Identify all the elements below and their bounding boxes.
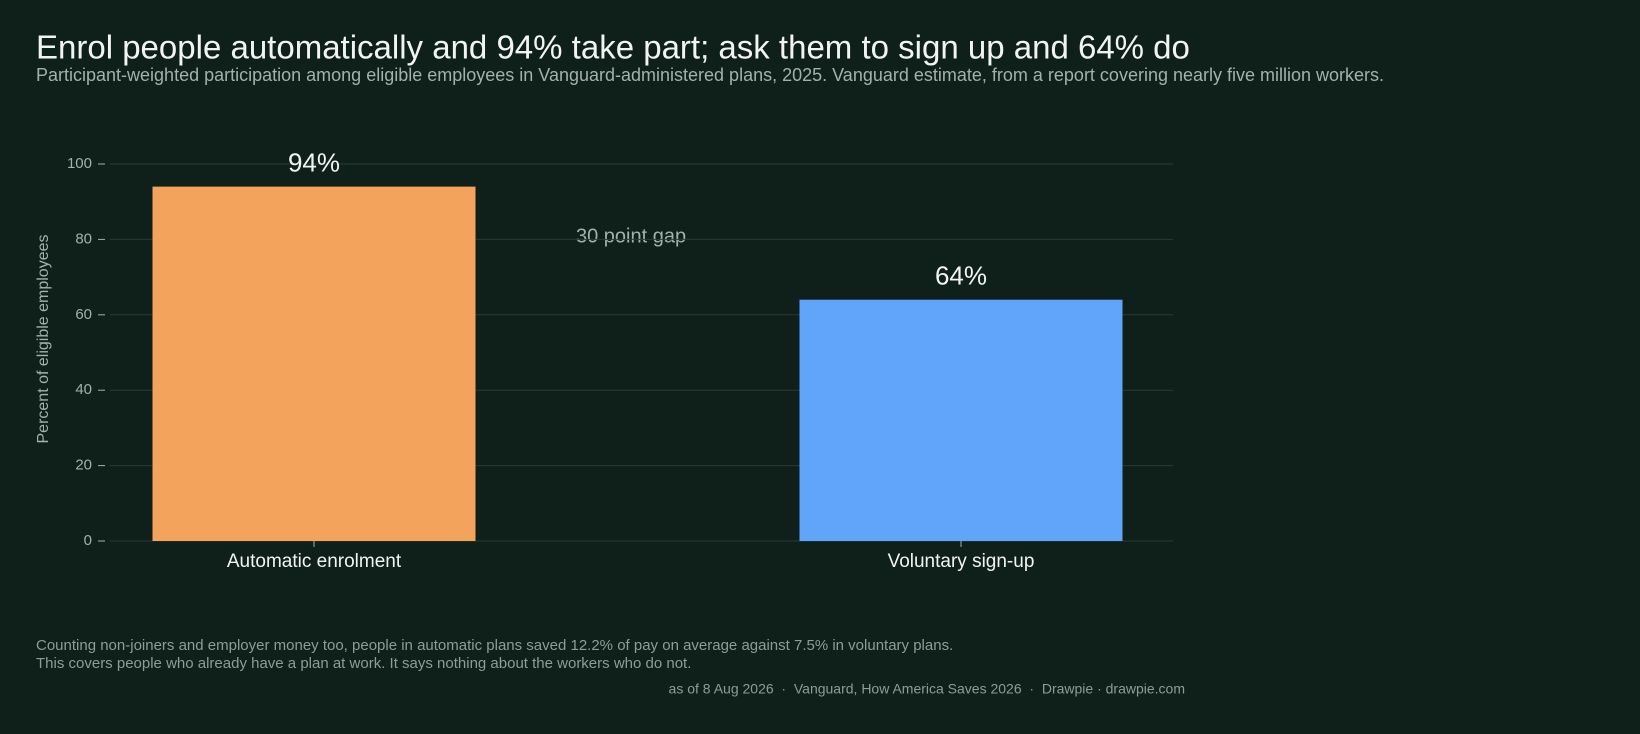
annotation: 30 point gap: [576, 225, 686, 247]
chart-subtitle: Participant-weighted participation among…: [36, 65, 1384, 85]
y-tick-label: 80: [75, 230, 92, 247]
bar: [799, 299, 1123, 541]
y-tick-label: 60: [75, 306, 92, 323]
bar: [152, 186, 476, 541]
y-tick-label: 0: [84, 532, 92, 549]
x-tick-label: Voluntary sign-up: [888, 551, 1035, 572]
footnote: This covers people who already have a pl…: [36, 655, 691, 672]
y-tick-label: 40: [75, 381, 92, 398]
y-tick-label: 100: [67, 155, 92, 172]
y-axis-label: Percent of eligible employees: [35, 234, 52, 443]
y-tick-label: 20: [75, 457, 92, 474]
chart-title: Enrol people automatically and 94% take …: [36, 29, 1190, 66]
x-tick-label: Automatic enrolment: [227, 551, 402, 572]
value-label: 94%: [288, 147, 340, 177]
source: as of 8 Aug 2026 · Vanguard, How America…: [669, 681, 1185, 697]
footnote: Counting non-joiners and employer money …: [36, 637, 953, 654]
value-label: 64%: [935, 261, 987, 291]
